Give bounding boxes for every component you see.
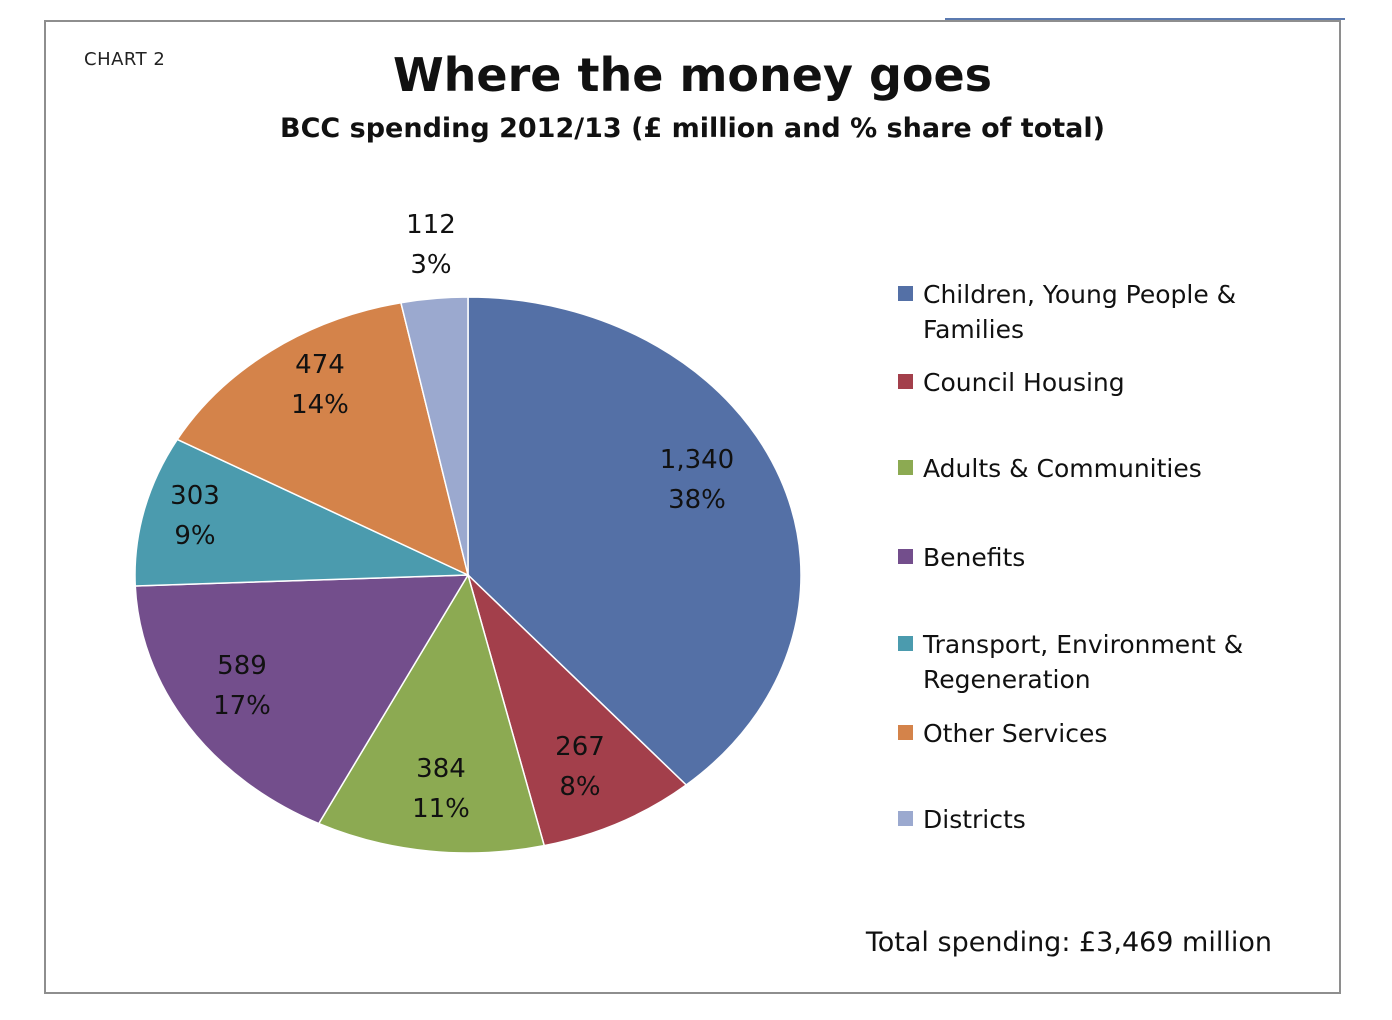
slice-percent-label-council-housing: 8% xyxy=(559,772,600,802)
pie-slice-transport-environment-and-regeneration xyxy=(134,438,469,587)
legend-swatch xyxy=(898,549,913,564)
chart-tag: CHART 2 xyxy=(84,49,166,70)
slice-value-label-other-services: 474 xyxy=(295,350,345,380)
legend-swatch xyxy=(898,460,913,475)
legend-item-transport-environment-and-regeneration: Transport, Environment & Regeneration xyxy=(898,627,1313,697)
legend-label: Council Housing xyxy=(923,368,1125,397)
pie-slice-districts xyxy=(399,296,469,576)
legend-swatch xyxy=(898,811,913,826)
legend-swatch xyxy=(898,286,913,301)
legend-label: Children, Young People & Families xyxy=(923,280,1237,344)
legend-swatch xyxy=(898,725,913,740)
slice-value-label-council-housing: 267 xyxy=(555,732,605,762)
legend-label: Transport, Environment & Regeneration xyxy=(923,630,1244,694)
slice-value-label-adults-and-communities: 384 xyxy=(416,754,466,784)
slice-percent-label-adults-and-communities: 11% xyxy=(412,794,470,824)
legend-item-children-young-people-and-families: Children, Young People & Families xyxy=(898,277,1313,347)
pie-slice-adults-and-communities xyxy=(317,573,546,854)
slice-value-label-children-young-people-and-families: 1,340 xyxy=(660,445,734,475)
pie-slice-other-services xyxy=(176,301,470,577)
slice-value-label-transport-environment-and-regeneration: 303 xyxy=(170,481,220,511)
legend-item-districts: Districts xyxy=(898,802,1313,837)
slice-value-label-benefits: 589 xyxy=(217,651,267,681)
chart-legend: Children, Young People & Families Council… xyxy=(898,0,1328,1020)
pie-slice-benefits xyxy=(134,574,470,825)
legend-item-benefits: Benefits xyxy=(898,540,1313,575)
chart-title: Where the money goes xyxy=(392,48,993,102)
legend-label: Adults & Communities xyxy=(923,454,1202,483)
legend-item-council-housing: Council Housing xyxy=(898,365,1313,400)
legend-item-other-services: Other Services xyxy=(898,716,1313,751)
legend-item-adults-and-communities: Adults & Communities xyxy=(898,451,1313,486)
legend-label: Other Services xyxy=(923,719,1108,748)
total-spending-note: Total spending: £3,469 million xyxy=(865,927,1272,958)
slice-percent-label-other-services: 14% xyxy=(291,390,349,420)
legend-swatch xyxy=(898,636,913,651)
slice-percent-label-benefits: 17% xyxy=(213,691,271,721)
top-accent-line xyxy=(945,18,1345,20)
chart-subtitle: BCC spending 2012/13 (£ million and % sh… xyxy=(280,113,1105,144)
pie-slice-children-young-people-and-families xyxy=(467,296,802,786)
legend-swatch xyxy=(898,374,913,389)
slice-percent-label-transport-environment-and-regeneration: 9% xyxy=(174,521,215,551)
slice-percent-label-districts: 3% xyxy=(410,250,451,280)
legend-label: Districts xyxy=(923,805,1026,834)
slice-value-label-districts: 112 xyxy=(406,210,456,240)
legend-label: Benefits xyxy=(923,543,1026,572)
slice-percent-label-children-young-people-and-families: 38% xyxy=(668,485,726,515)
pie-slice-council-housing xyxy=(466,572,688,847)
